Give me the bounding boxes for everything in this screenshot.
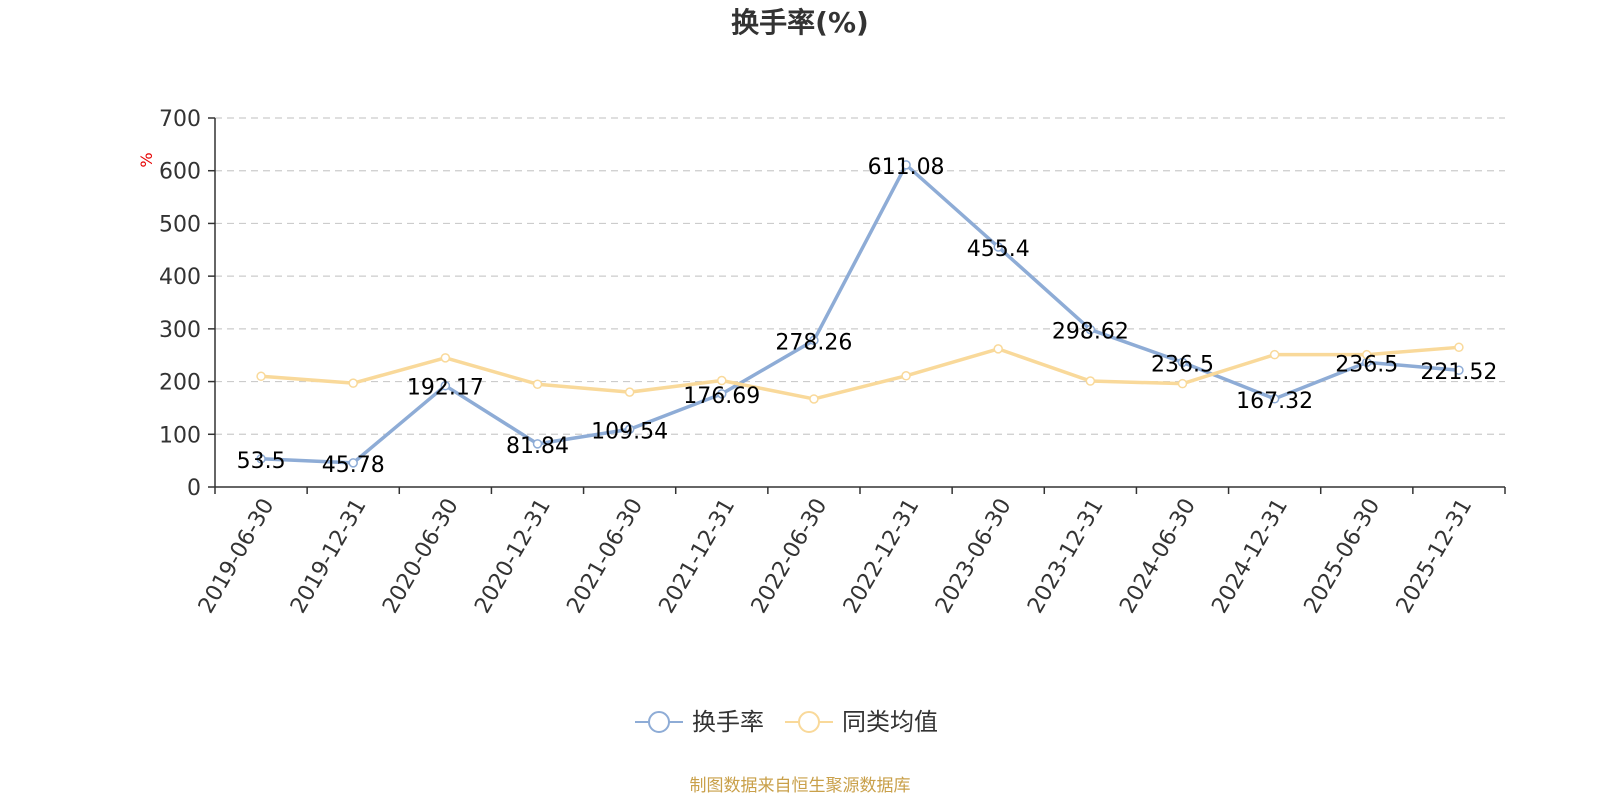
data-point[interactable] <box>532 439 543 449</box>
legend-item[interactable]: 同类均值 <box>785 708 938 736</box>
legend-label: 同类均值 <box>842 708 938 736</box>
data-label: 109.54 <box>591 419 668 444</box>
data-label: 236.5 <box>1335 352 1398 377</box>
x-tick-label: 2021-12-31 <box>655 495 741 618</box>
y-tick-label: 700 <box>159 107 201 132</box>
data-point[interactable] <box>1085 376 1096 386</box>
data-label: 81.84 <box>506 434 569 459</box>
legend[interactable]: 换手率 同类均值 <box>635 708 938 736</box>
data-point[interactable] <box>624 424 635 435</box>
data-point[interactable] <box>440 380 451 391</box>
data-label: 45.78 <box>322 453 385 478</box>
data-point[interactable] <box>256 371 266 382</box>
y-tick-label: 500 <box>159 212 201 237</box>
y-tick-label: 300 <box>159 318 201 343</box>
x-tick-label: 2021-06-30 <box>562 495 648 618</box>
data-point[interactable] <box>348 458 358 468</box>
data-label: 221.52 <box>1420 360 1497 385</box>
data-label: 236.5 <box>1151 352 1214 377</box>
legend-item[interactable]: 换手率 <box>635 708 764 736</box>
x-tick-label: 2020-12-31 <box>470 495 556 618</box>
data-label: 298.62 <box>1052 320 1129 345</box>
legend-marker <box>798 711 820 733</box>
data-point[interactable] <box>901 160 911 170</box>
data-point[interactable] <box>1177 378 1188 389</box>
x-tick-label: 2023-06-30 <box>931 495 1017 618</box>
x-tick-label: 2022-06-30 <box>747 495 833 618</box>
series-lines <box>256 160 1464 468</box>
legend-marker <box>648 711 670 733</box>
data-point[interactable] <box>532 379 543 389</box>
data-label: 53.5 <box>237 449 286 474</box>
y-tick-label: 600 <box>159 160 201 185</box>
x-tick-label: 2025-06-30 <box>1300 495 1386 618</box>
data-point[interactable] <box>1269 394 1280 404</box>
x-tick-label: 2019-06-30 <box>194 495 280 618</box>
y-tick-label: 200 <box>159 371 201 396</box>
data-point[interactable] <box>809 394 819 404</box>
data-point[interactable] <box>901 371 911 381</box>
data-point[interactable] <box>993 242 1003 252</box>
x-tick-label: 2022-12-31 <box>839 495 925 618</box>
data-source-note: 制图数据来自恒生聚源数据库 <box>690 776 911 796</box>
data-label: 611.08 <box>868 155 945 180</box>
data-label: 192.17 <box>407 376 484 401</box>
data-point[interactable] <box>348 378 358 388</box>
data-point[interactable] <box>1269 349 1280 360</box>
data-point[interactable] <box>993 344 1003 354</box>
y-tick-label: 400 <box>159 265 201 290</box>
y-tick-label: 0 <box>187 476 201 501</box>
data-label: 167.32 <box>1236 389 1313 414</box>
data-labels: 53.5 45.78 192.17 81.84 109.54 176.69 278.26 61… <box>237 155 1498 478</box>
x-tick-label: 2020-06-30 <box>378 495 464 618</box>
series-line <box>260 345 1460 401</box>
x-tick-label: 2023-12-31 <box>1023 495 1109 618</box>
data-label: 278.26 <box>775 330 852 355</box>
legend-label: 换手率 <box>692 708 764 736</box>
data-point[interactable] <box>624 387 635 397</box>
data-label: 176.69 <box>683 384 760 409</box>
y-tick-label: 100 <box>159 423 201 448</box>
series-line <box>260 163 1460 465</box>
data-label: 455.4 <box>967 237 1030 262</box>
data-point[interactable] <box>1177 357 1188 368</box>
x-tick-label: 2019-12-31 <box>286 495 372 618</box>
chart-title: 换手率(%) <box>731 6 869 39</box>
data-point[interactable] <box>440 353 451 363</box>
x-tick-label: 2025-12-31 <box>1392 495 1478 618</box>
axes: 0 100 200 300 400 500 600 700 2019-06-30 2019-12-… <box>159 107 1506 618</box>
data-point[interactable] <box>717 375 727 386</box>
data-point[interactable] <box>717 389 727 399</box>
data-point[interactable] <box>256 454 266 464</box>
data-point[interactable] <box>1454 342 1464 353</box>
data-point[interactable] <box>1454 365 1464 375</box>
grid-lines <box>215 117 1505 435</box>
data-point[interactable] <box>1085 324 1096 335</box>
x-tick-label: 2024-06-30 <box>1115 495 1201 618</box>
data-point[interactable] <box>809 335 819 346</box>
x-tick-label: 2024-12-31 <box>1207 495 1293 618</box>
y-axis-unit-label: % <box>137 152 156 167</box>
data-point[interactable] <box>1362 349 1372 360</box>
